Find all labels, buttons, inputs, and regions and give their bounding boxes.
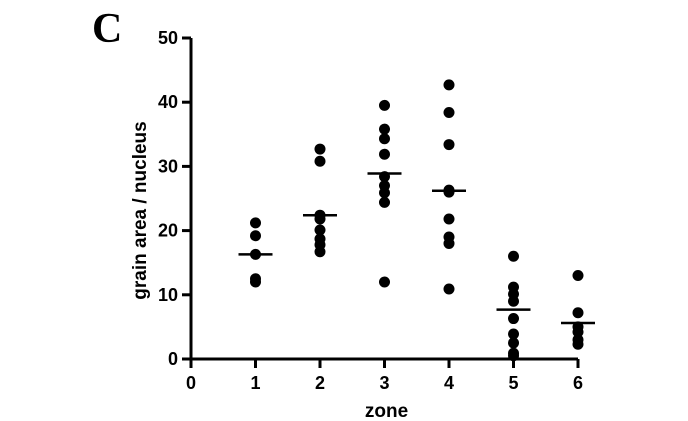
panel-label: C [92,6,123,52]
data-point [379,133,390,145]
data-point [443,79,455,91]
data-point [379,99,390,111]
data-point [379,276,390,288]
y-tick-label: 20 [158,221,178,241]
data-point [443,139,455,151]
x-tick-label: 6 [573,373,583,393]
data-point [379,148,390,160]
data-point [314,143,326,155]
data-point [443,283,455,295]
x-tick-label: 0 [186,373,196,393]
data-point [508,350,519,362]
data-point [443,237,455,249]
data-marks [238,79,595,362]
data-point [314,224,326,236]
data-point [508,250,519,262]
x-tick-label: 4 [444,373,454,393]
axes: 0 10 20 30 40 50 0 1 2 3 4 5 6 [158,28,583,393]
data-point [379,123,390,135]
x-tick-label: 5 [508,373,518,393]
data-point [508,337,519,349]
y-tick-label: 10 [158,285,178,305]
data-point [314,155,326,167]
y-tick-label: 40 [158,92,178,112]
y-tick-label: 30 [158,156,178,176]
data-point [314,246,326,258]
data-point [572,338,584,350]
data-point [572,307,584,319]
data-point [250,230,261,242]
y-axis-title: grain area / nucleus [130,121,151,299]
x-axis-title: zone [365,401,408,421]
data-point [379,196,390,208]
data-point [443,106,455,118]
x-tick-label: 1 [250,373,260,393]
data-point [443,213,455,225]
x-tick-label: 2 [315,373,325,393]
data-point [572,326,584,338]
data-point [508,313,519,325]
data-point [572,270,584,282]
y-tick-label: 50 [158,28,178,48]
y-tick-label: 0 [168,349,178,369]
data-point [443,186,455,198]
data-point [250,276,261,288]
data-point [379,187,390,199]
x-tick-label: 3 [379,373,389,393]
data-point [508,328,519,340]
data-point [250,217,261,229]
data-point [508,295,519,307]
